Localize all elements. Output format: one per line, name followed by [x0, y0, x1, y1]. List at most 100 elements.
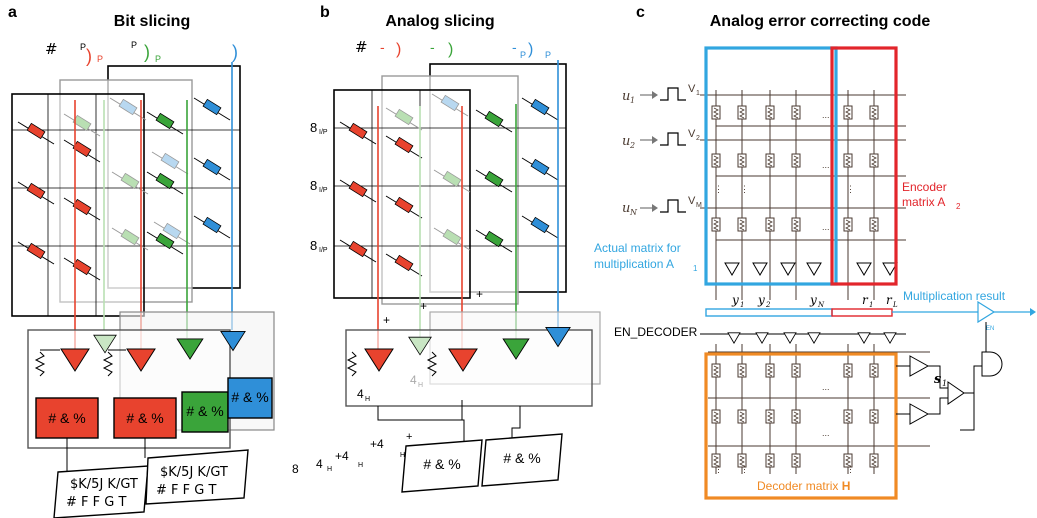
- sum-b-plus: +: [406, 431, 412, 443]
- adc-a-1: [35, 397, 99, 439]
- result-buffer: [977, 300, 996, 324]
- panel-b-paren-red: ): [396, 41, 401, 58]
- panel-a-title: Bit slicing: [114, 13, 190, 30]
- panel-a-p2: P: [131, 40, 137, 50]
- input-row-1: u 1 V 1: [622, 83, 700, 105]
- adc-a-4-label: # & %: [231, 389, 268, 405]
- decoder-cell-0-4: [843, 358, 853, 384]
- encoder-dots: ......... ⋮ ⋮ ⋮: [714, 110, 855, 232]
- input-v-1-sub: 1: [696, 90, 700, 97]
- encoder-cell-2-2: [765, 212, 775, 238]
- encoder-cell-0-1: [737, 100, 747, 126]
- encoder-label-2: matrix A: [902, 195, 945, 209]
- panel-a-paren-blue: ): [232, 42, 238, 62]
- panel-a-paren-green: ): [144, 42, 150, 62]
- sum-b-a: 8: [292, 462, 299, 476]
- y-sub-1: 1: [740, 301, 744, 309]
- decoder-cell-2-5: [869, 448, 879, 474]
- encoder-cell-0-4: [843, 100, 853, 126]
- actual-label-sub: 1: [693, 264, 698, 273]
- decoder-cell-1-0: [711, 404, 721, 430]
- adc-b-1: [401, 439, 483, 493]
- decoder-cell-0-1: [737, 358, 747, 384]
- r-sub-1: 1: [869, 301, 873, 309]
- wire-b-sum-2: [511, 406, 521, 446]
- input-row-2: u 2 V 2: [622, 128, 700, 150]
- decoder-cell-1-3: [791, 404, 801, 430]
- panel-b-gain-top-2: +: [420, 299, 427, 313]
- panel-b-paren-green: ): [448, 41, 453, 58]
- svg-text:...: ...: [822, 160, 830, 170]
- panel-b-gain-top-3: +: [476, 287, 483, 301]
- panel-b-hash: #: [355, 38, 368, 56]
- sum-b-c: +4: [335, 449, 349, 463]
- decoder-cells: [711, 358, 879, 474]
- encoder-cell-1-4: [843, 148, 853, 174]
- adc-a-3-label: # & %: [186, 403, 223, 419]
- feedback-resistor-a-2: [102, 351, 114, 377]
- feedback-resistor-a-1: [34, 351, 46, 377]
- svg-text:...: ...: [822, 382, 830, 392]
- panel-b-paren-blue: ): [528, 41, 533, 58]
- multiplication-result-label: Multiplication result: [903, 289, 1006, 303]
- input-arrowhead-2: [652, 136, 658, 144]
- encoder-cell-2-1: [737, 212, 747, 238]
- pulse-3: [660, 199, 686, 213]
- svg-text:⋮: ⋮: [714, 464, 723, 474]
- input-arrowhead-3: [652, 204, 658, 212]
- row-b-label-3: 8: [310, 238, 317, 253]
- wire-b-sum-1: [377, 406, 465, 450]
- crossbar-a-grid: [12, 94, 240, 316]
- panel-a-p2-sub: P: [155, 54, 161, 64]
- y-label-n: y: [809, 293, 817, 307]
- encoder-label-1: Encoder: [902, 180, 947, 194]
- decoder-cell-1-2: [765, 404, 775, 430]
- panel-b-minus-1: -: [380, 39, 385, 55]
- adc-a-3: [181, 391, 229, 433]
- gain-b-sub-1: H: [365, 396, 370, 403]
- decoder-logic: [896, 322, 1003, 431]
- encoder-cell-2-3: [791, 212, 801, 238]
- panel-b-letter: b: [320, 4, 330, 21]
- y-sub-2: 2: [765, 301, 771, 309]
- row-b-label-2: 8: [310, 178, 317, 193]
- decoder-label: Decoder matrix H: [757, 479, 850, 493]
- input-arrowhead-1: [652, 91, 658, 99]
- input-u-3: u: [622, 201, 630, 216]
- adc-a-2-label: # & %: [126, 410, 163, 426]
- panel-c-letter: c: [636, 4, 645, 21]
- output-a-2-line2: # F F G T: [156, 483, 216, 498]
- decoder-cell-2-2: [765, 448, 775, 474]
- panel-b: b Analog slicing # - ) - ) - P ) P 8 I/P…: [292, 4, 601, 493]
- y-bracket: [705, 308, 833, 317]
- encoder-cell-1-2: [765, 148, 775, 174]
- encoder-matrix-box: [830, 46, 898, 286]
- sum-b-sub-2: H: [358, 462, 363, 469]
- input-u-3-sub: N: [629, 208, 638, 217]
- panel-b-gain-top-1: +: [383, 313, 390, 327]
- decoder-cell-2-3: [791, 448, 801, 474]
- output-a-2-line1: $K/5J K/GT: [160, 465, 228, 480]
- board-b-front: [345, 329, 593, 407]
- adc-b-2: [481, 433, 563, 487]
- encoder-amps: [724, 262, 898, 276]
- decoder-cell-0-2: [765, 358, 775, 384]
- input-u-2-sub: 2: [629, 141, 635, 150]
- input-u-1-sub: 1: [630, 96, 635, 105]
- encoder-cell-0-3: [791, 100, 801, 126]
- encoder-cell-1-5: [869, 148, 879, 174]
- sum-b-sub-3: H: [400, 452, 405, 459]
- input-row-3: u N V M: [622, 195, 702, 217]
- panel-b-minus-3: -: [512, 39, 517, 55]
- s-sub: 1: [942, 379, 947, 388]
- row-b-sub-1: I/P: [319, 129, 328, 136]
- panel-a-p1-sub: P: [97, 54, 103, 64]
- r-bracket: [831, 308, 893, 317]
- output-a-1: [53, 465, 149, 518]
- decoder-cell-0-5: [869, 358, 879, 384]
- svg-text:...: ...: [822, 110, 830, 120]
- panel-b-p-sub: P: [520, 50, 526, 60]
- svg-text:⋮: ⋮: [740, 464, 749, 474]
- svg-text:⋮: ⋮: [846, 184, 855, 194]
- panel-a-hash: #: [45, 40, 58, 58]
